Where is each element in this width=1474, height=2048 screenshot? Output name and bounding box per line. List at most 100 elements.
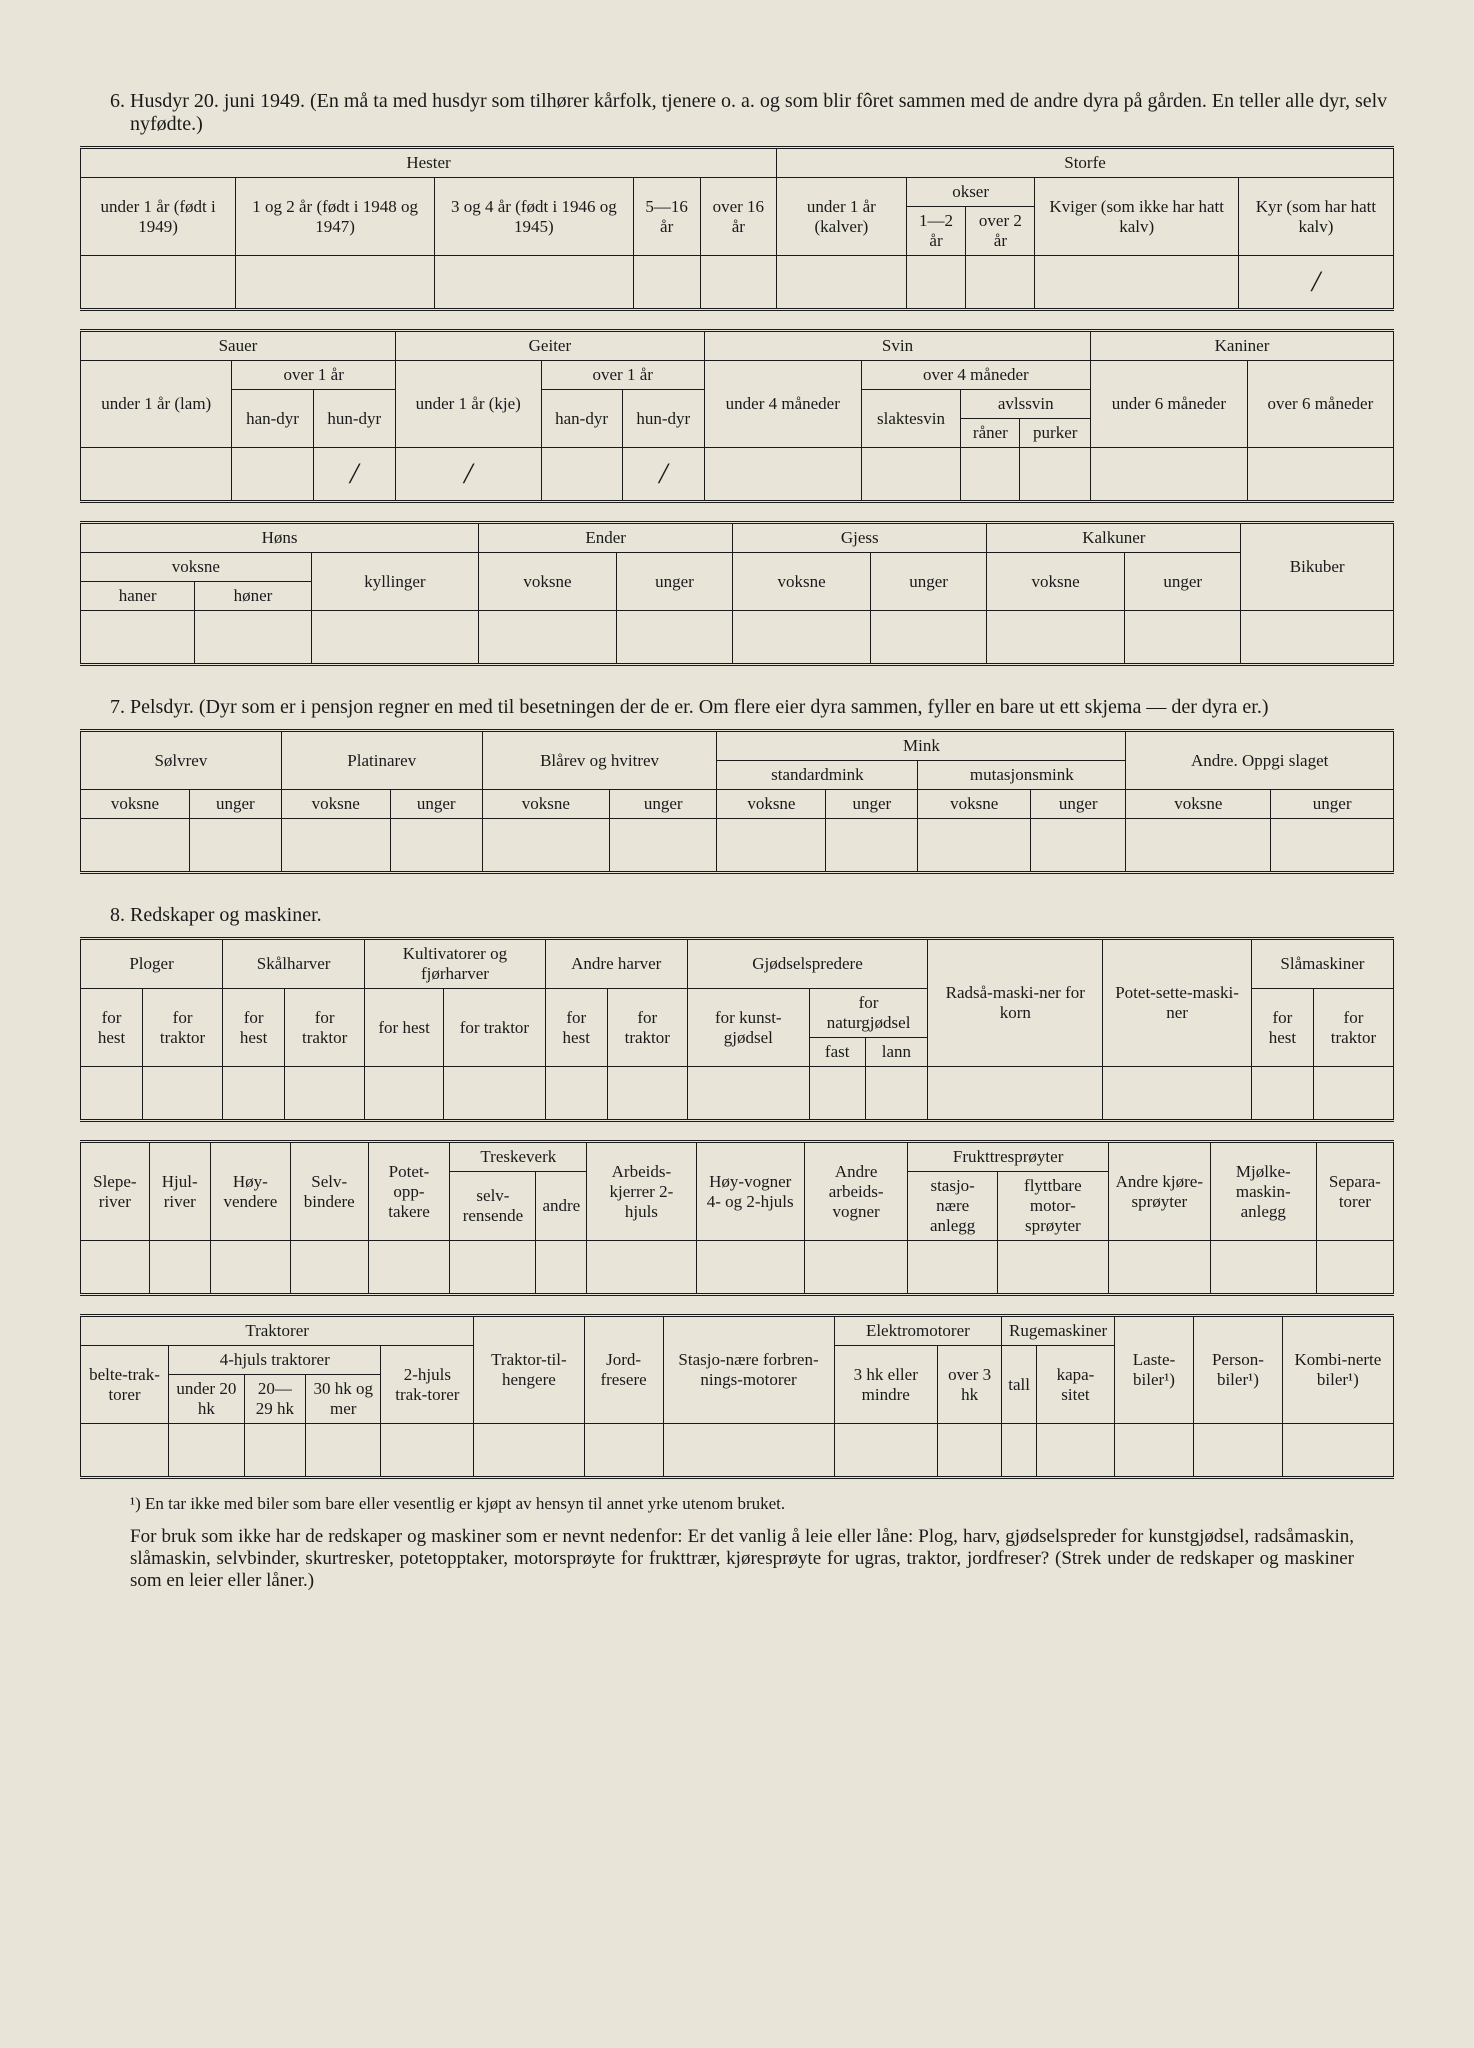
cell[interactable] (281, 819, 390, 873)
cell[interactable] (210, 1241, 290, 1295)
cell[interactable] (244, 1424, 305, 1478)
cell[interactable] (1091, 448, 1248, 502)
cell[interactable] (1002, 1424, 1037, 1478)
cell[interactable] (1282, 1424, 1393, 1478)
cell[interactable] (1036, 1424, 1114, 1478)
cell[interactable] (368, 1241, 450, 1295)
cell[interactable] (1031, 819, 1126, 873)
cell[interactable] (232, 448, 313, 502)
cell[interactable] (189, 819, 281, 873)
hdr-traktorer: Traktorer (81, 1316, 474, 1346)
cell[interactable]: / (313, 448, 395, 502)
cell[interactable] (195, 611, 311, 665)
col-traktor: for traktor (444, 989, 546, 1067)
footnote: ¹) En tar ikke med biler som bare eller … (130, 1494, 1394, 1514)
cell[interactable] (777, 256, 907, 310)
cell[interactable] (81, 1424, 169, 1478)
cell[interactable] (928, 1067, 1103, 1121)
cell[interactable] (536, 1241, 587, 1295)
cell[interactable] (290, 1241, 368, 1295)
cell[interactable] (717, 819, 826, 873)
col-voksne: voksne (717, 790, 826, 819)
cell[interactable] (81, 1067, 143, 1121)
cell[interactable] (81, 448, 232, 502)
cell[interactable] (474, 1424, 584, 1478)
cell[interactable] (81, 611, 195, 665)
cell[interactable] (305, 1424, 380, 1478)
cell[interactable] (826, 819, 918, 873)
cell[interactable] (1247, 448, 1393, 502)
cell[interactable] (390, 819, 482, 873)
col-h4: 5—16 år (633, 178, 700, 256)
cell[interactable] (81, 256, 236, 310)
cell[interactable] (365, 1067, 444, 1121)
cell[interactable] (1103, 1067, 1252, 1121)
cell[interactable] (938, 1424, 1002, 1478)
cell[interactable] (584, 1424, 663, 1478)
hdr-ploger: Ploger (81, 939, 223, 989)
cell[interactable] (809, 1067, 865, 1121)
cell[interactable] (1241, 611, 1394, 665)
cell[interactable] (1316, 1241, 1393, 1295)
cell[interactable] (223, 1067, 285, 1121)
cell[interactable] (987, 611, 1125, 665)
col-selvrens: selv-rensende (450, 1172, 536, 1241)
cell[interactable] (918, 819, 1031, 873)
cell[interactable] (1126, 819, 1271, 873)
cell[interactable] (616, 611, 732, 665)
cell[interactable] (587, 1241, 696, 1295)
cell[interactable] (696, 1241, 804, 1295)
cell[interactable] (149, 1241, 210, 1295)
cell[interactable] (861, 448, 961, 502)
cell[interactable] (1210, 1241, 1316, 1295)
cell[interactable] (285, 1067, 365, 1121)
cell[interactable]: / (622, 448, 704, 502)
cell[interactable] (81, 819, 190, 873)
cell[interactable] (479, 611, 617, 665)
cell[interactable] (482, 819, 609, 873)
cell[interactable] (906, 256, 966, 310)
cell[interactable] (961, 448, 1020, 502)
cell[interactable] (966, 256, 1035, 310)
cell[interactable] (870, 611, 986, 665)
cell[interactable] (143, 1067, 223, 1121)
cell[interactable] (700, 256, 776, 310)
cell[interactable] (687, 1067, 809, 1121)
cell[interactable] (1271, 819, 1394, 873)
cell[interactable] (169, 1424, 245, 1478)
cell[interactable] (1035, 256, 1238, 310)
cell[interactable] (733, 611, 871, 665)
cell[interactable] (381, 1424, 474, 1478)
cell[interactable] (1124, 611, 1240, 665)
cell[interactable] (1194, 1424, 1283, 1478)
cell[interactable] (1313, 1067, 1393, 1121)
cell[interactable] (704, 448, 861, 502)
cell[interactable] (804, 1241, 908, 1295)
cell[interactable] (450, 1241, 536, 1295)
cell[interactable] (434, 256, 633, 310)
cell[interactable] (81, 1241, 150, 1295)
cell[interactable] (997, 1241, 1108, 1295)
cell[interactable] (609, 819, 717, 873)
cell[interactable]: / (1238, 256, 1393, 310)
col-hest: for hest (365, 989, 444, 1067)
cell[interactable] (607, 1067, 687, 1121)
cell[interactable]: / (395, 448, 541, 502)
cell[interactable] (311, 611, 478, 665)
cell[interactable] (1114, 1424, 1193, 1478)
cell[interactable] (236, 256, 435, 310)
cell[interactable] (834, 1424, 937, 1478)
hdr-andrevogner: Andre arbeids-vogner (804, 1142, 908, 1241)
cell[interactable] (1251, 1067, 1313, 1121)
cell[interactable] (865, 1067, 928, 1121)
cell[interactable] (545, 1067, 607, 1121)
cell[interactable] (541, 448, 622, 502)
cell[interactable] (444, 1067, 546, 1121)
cell[interactable] (1108, 1241, 1210, 1295)
cell[interactable] (1020, 448, 1091, 502)
cell[interactable] (633, 256, 700, 310)
col-3hk: 3 hk eller mindre (834, 1346, 937, 1424)
cell[interactable] (663, 1424, 834, 1478)
hdr-separa: Separa-torer (1316, 1142, 1393, 1241)
cell[interactable] (908, 1241, 997, 1295)
